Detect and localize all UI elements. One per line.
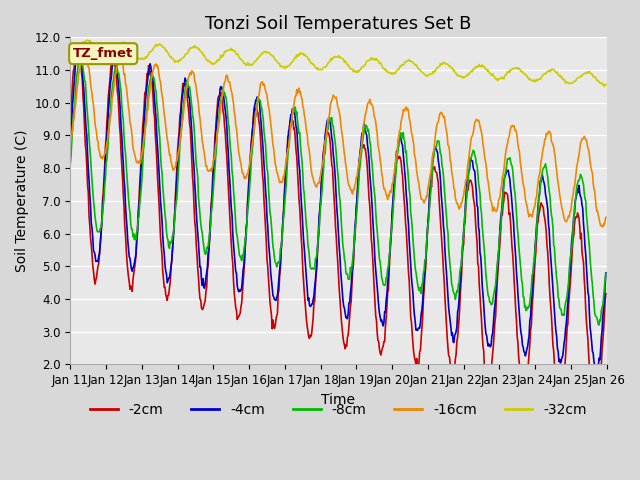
-2cm xyxy=(602,291,610,297)
Y-axis label: Soil Temperature (C): Soil Temperature (C) xyxy=(15,130,29,272)
-8cm xyxy=(76,55,84,60)
-2cm xyxy=(132,253,140,259)
-16cm xyxy=(186,70,194,75)
Title: Tonzi Soil Temperatures Set B: Tonzi Soil Temperatures Set B xyxy=(205,15,472,33)
-16cm xyxy=(602,215,610,220)
-16cm xyxy=(420,199,428,204)
-32cm xyxy=(600,84,608,89)
-4cm xyxy=(132,252,140,257)
Legend: -2cm, -4cm, -8cm, -16cm, -32cm: -2cm, -4cm, -8cm, -16cm, -32cm xyxy=(84,398,593,423)
-8cm xyxy=(215,119,223,125)
-4cm xyxy=(594,367,602,373)
-32cm xyxy=(404,58,412,64)
Text: TZ_fmet: TZ_fmet xyxy=(73,47,133,60)
-4cm xyxy=(404,213,412,219)
-16cm xyxy=(76,66,84,72)
-16cm xyxy=(81,49,88,55)
-8cm xyxy=(67,160,74,166)
-16cm xyxy=(599,224,607,230)
-4cm xyxy=(76,51,84,57)
-32cm xyxy=(602,82,610,87)
-32cm xyxy=(84,37,92,43)
-8cm xyxy=(420,270,428,276)
-2cm xyxy=(404,256,412,262)
-4cm xyxy=(77,48,84,53)
-4cm xyxy=(67,139,74,145)
-2cm xyxy=(67,117,74,123)
-2cm xyxy=(215,93,223,99)
-16cm xyxy=(404,106,412,112)
Line: -2cm: -2cm xyxy=(70,45,606,411)
-2cm xyxy=(186,126,194,132)
-8cm xyxy=(602,271,610,276)
-8cm xyxy=(132,237,140,243)
-8cm xyxy=(77,56,84,61)
-4cm xyxy=(602,270,610,276)
-16cm xyxy=(67,142,74,147)
-16cm xyxy=(132,157,140,163)
-32cm xyxy=(420,70,428,76)
-32cm xyxy=(215,58,223,63)
-32cm xyxy=(76,42,84,48)
-4cm xyxy=(420,286,428,291)
Line: -4cm: -4cm xyxy=(70,50,606,370)
-8cm xyxy=(595,322,603,328)
-32cm xyxy=(186,45,194,50)
-4cm xyxy=(215,99,223,105)
-16cm xyxy=(215,122,223,128)
-2cm xyxy=(75,42,83,48)
-2cm xyxy=(420,297,428,303)
X-axis label: Time: Time xyxy=(321,393,355,407)
Line: -32cm: -32cm xyxy=(70,40,606,86)
-8cm xyxy=(404,167,412,172)
-8cm xyxy=(186,89,194,95)
Line: -16cm: -16cm xyxy=(70,52,606,227)
-4cm xyxy=(186,109,194,115)
-2cm xyxy=(591,408,598,414)
-2cm xyxy=(77,61,84,67)
Line: -8cm: -8cm xyxy=(70,58,606,325)
-32cm xyxy=(67,53,74,59)
-32cm xyxy=(132,53,140,59)
